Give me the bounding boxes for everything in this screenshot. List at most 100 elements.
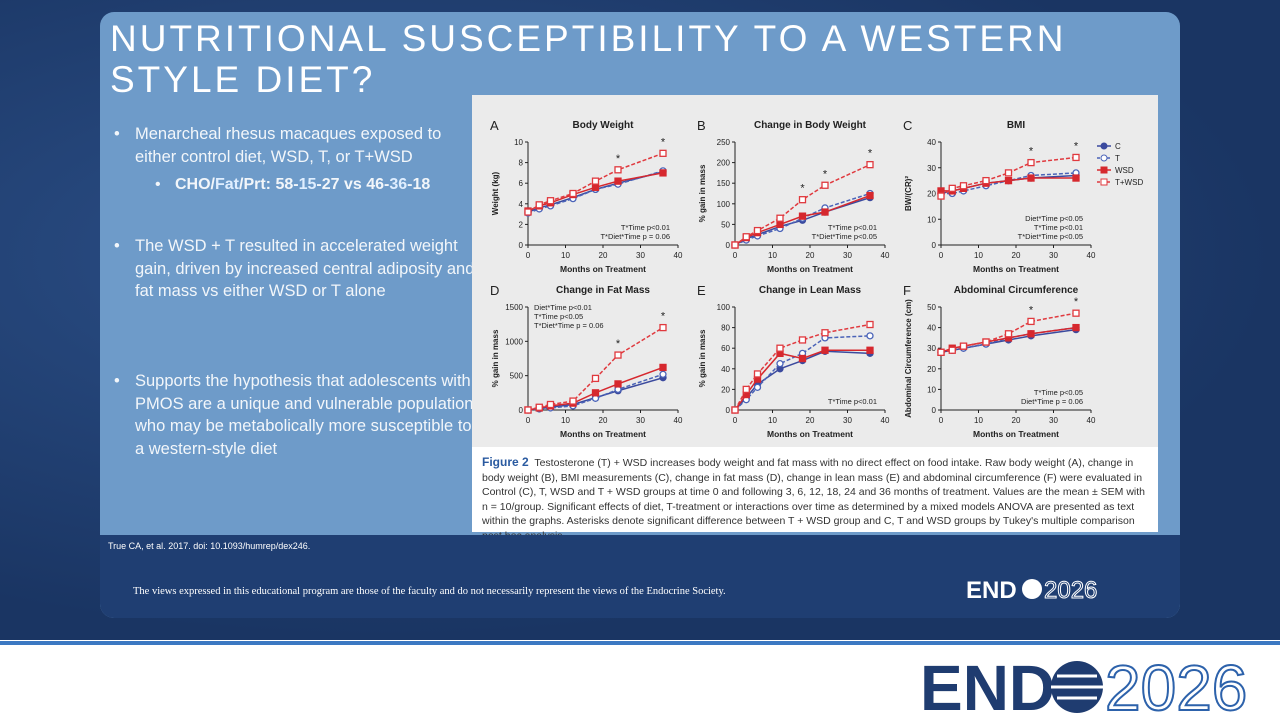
x-tick-label: 20 [1012,416,1021,425]
marker [659,370,667,378]
chart-title: Change in Fat Mass [556,285,650,296]
caption-text: Testosterone (T) + WSD increases body we… [482,457,1146,542]
marker [821,208,829,216]
y-tick-label: 10 [927,215,936,224]
y-axis-label: Abdominal Circumference (cm) [904,299,913,418]
marker [1072,153,1080,162]
y-axis-label: Weight (kg) [491,171,500,215]
stat-text: T*Time p<0.01 [621,223,670,232]
y-tick-label: 20 [927,365,936,374]
panel-letter: A [490,118,499,133]
y-tick-label: 30 [927,344,936,353]
y-axis-label: BW/(CR)² [904,176,913,211]
marker [535,403,543,411]
panel-letter: E [697,283,706,298]
marker [821,329,829,337]
marker [1027,158,1035,167]
marker [959,342,968,350]
asterisk: * [1074,296,1079,308]
chart-title: Abdominal Circumference [954,285,1079,296]
title-line: NUTRITIONAL SUSCEPTIBILITY TO A WESTERN [110,18,1067,59]
x-tick-label: 40 [881,251,890,260]
marker [742,233,750,241]
marker [659,363,667,372]
footer-band: True CA, et al. 2017. doi: 10.1093/humre… [100,535,1180,618]
y-tick-label: 1000 [505,337,523,346]
marker [948,346,956,354]
marker [937,192,945,200]
slide-title: NUTRITIONAL SUSCEPTIBILITY TO A WESTERN S… [110,18,1067,100]
asterisk: * [661,136,666,148]
marker [546,197,555,205]
marker [1027,174,1035,182]
marker [798,354,807,363]
caption-label: Figure 2 [482,455,529,469]
x-tick-label: 30 [636,416,645,425]
y-tick-label: 0 [726,241,731,250]
x-tick-label: 0 [733,416,738,425]
marker [866,332,874,340]
y-tick-label: 2 [519,220,524,229]
sub-bullet-part: Fat [215,176,239,193]
chart-title: Change in Lean Mass [759,285,862,296]
y-tick-label: 40 [927,138,936,147]
content-panel: NUTRITIONAL SUSCEPTIBILITY TO A WESTERN S… [100,12,1180,618]
x-tick-label: 20 [806,416,815,425]
marker [982,176,990,185]
marker [866,191,874,200]
stat-text: T*Time p<0.01 [828,397,877,406]
figure-caption: Figure 2 Testosterone (T) + WSD increase… [482,455,1150,544]
asterisk: * [868,148,873,160]
sub-bullet-part: 15 [298,176,317,193]
y-tick-label: 100 [717,200,731,209]
legend-label: T [1115,154,1120,163]
marker [866,161,874,169]
y-tick-label: 0 [932,241,937,250]
y-tick-label: 20 [721,385,730,394]
marker [659,169,667,177]
stat-text: T*Time p<0.05 [534,312,583,321]
stat-text: T*Diet*Time p<0.05 [812,232,877,241]
small-logo: END 2026 [966,577,1098,605]
x-tick-label: 20 [599,251,608,260]
y-tick-label: 150 [717,179,731,188]
marker [798,336,807,344]
y-tick-label: 20 [927,190,936,199]
marker [776,344,784,352]
marker [614,351,622,359]
stat-text: T*Time p<0.01 [828,223,877,232]
marker [798,196,807,204]
panel-letter: D [490,283,499,298]
y-tick-label: 0 [726,406,731,415]
marker [524,406,532,414]
y-tick-label: 6 [519,179,524,188]
marker [1004,169,1013,177]
stat-text: Diet*Time p = 0.06 [1021,397,1083,406]
stat-text: T*Diet*Time p = 0.06 [534,321,604,330]
marker [866,346,874,354]
marker [776,214,784,222]
x-axis-label: Months on Treatment [767,264,853,274]
marker [1004,176,1013,185]
legend-label: T+WSD [1115,178,1143,187]
legend-marker [1100,166,1108,174]
bullet: Menarcheal rhesus macaques exposed to ei… [114,123,475,168]
legend-label: C [1115,142,1121,151]
marker [591,389,600,397]
x-axis-label: Months on Treatment [973,264,1059,274]
logo-text: END [920,652,1055,716]
logo-text: END [966,577,1017,604]
chart-title: Body Weight [573,120,635,131]
x-tick-label: 10 [768,416,777,425]
x-axis-label: Months on Treatment [560,429,646,439]
marker [569,189,577,198]
marker [937,348,945,356]
asterisk: * [1029,304,1034,316]
y-tick-label: 1500 [505,303,523,312]
y-tick-label: 30 [927,164,936,173]
marker [866,320,874,329]
y-tick-label: 200 [717,159,731,168]
y-tick-label: 500 [510,372,524,381]
marker [614,166,622,174]
asterisk: * [1029,146,1034,158]
